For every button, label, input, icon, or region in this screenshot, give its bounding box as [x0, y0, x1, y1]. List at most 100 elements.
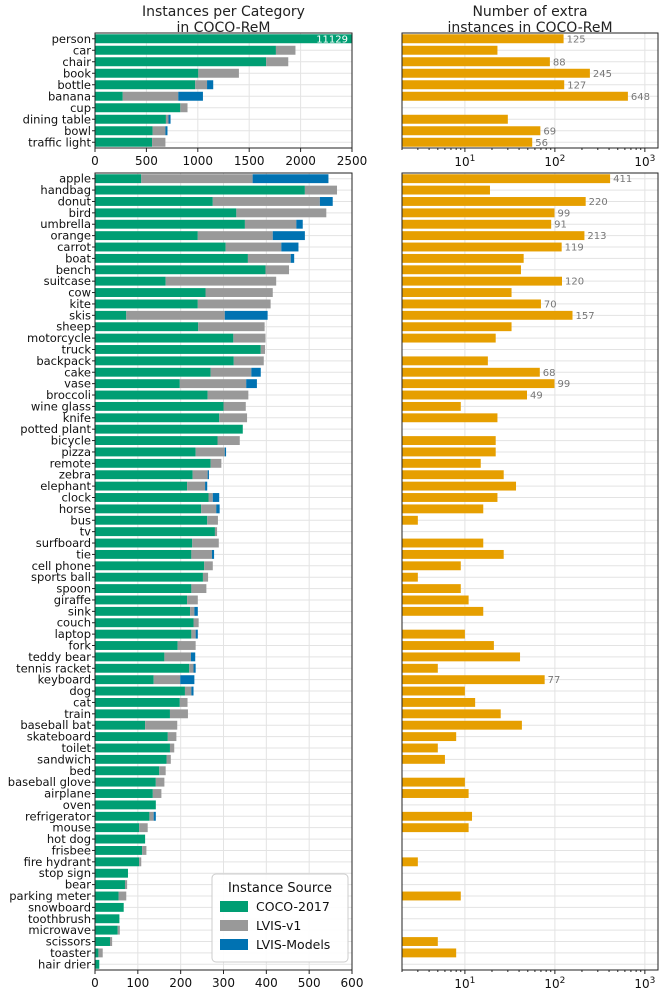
- bar-lvis-v1-orange: [197, 231, 273, 241]
- category-label-hair-drier: hair drier: [38, 957, 91, 971]
- bar-extra-refrigerator: [402, 811, 473, 821]
- bar-coco-2017-remote: [95, 458, 211, 468]
- bar-coco-2017-baseball-bat: [95, 720, 146, 730]
- bar-coco-2017-oven: [95, 800, 156, 810]
- bar-lvis-v1-skateboard: [167, 732, 177, 742]
- bar-coco-2017-sheep: [95, 322, 199, 332]
- bar-extra-zebra: [402, 470, 504, 480]
- bar-coco-2017-bear: [95, 880, 125, 890]
- category-label-toilet: toilet: [61, 741, 91, 755]
- category-label-suitcase: suitcase: [44, 274, 91, 288]
- bar-lvis-models-skis: [224, 310, 268, 320]
- bar-lvis-v1-knife: [219, 413, 248, 423]
- x-tick-label: 500: [298, 976, 321, 990]
- bar-extra-laptop: [402, 629, 465, 639]
- category-label-train: train: [64, 707, 91, 721]
- bar-coco-2017-dog: [95, 686, 185, 696]
- extra-label-traffic-light: 56: [535, 138, 548, 149]
- tick-exponent: 1: [470, 154, 476, 164]
- x-tick-label: 2500: [337, 154, 368, 168]
- category-label-bear: bear: [65, 878, 91, 892]
- bar-coco-2017-giraffe: [95, 595, 188, 605]
- category-label-airplane: airplane: [44, 787, 91, 801]
- bar-coco-2017-traffic-light: [95, 137, 153, 147]
- bar-lvis-v1-bottle: [195, 80, 208, 90]
- category-label-mouse: mouse: [52, 821, 91, 835]
- category-label-tv: tv: [80, 525, 92, 539]
- bar-lvis-v1-giraffe: [187, 595, 198, 605]
- bar-extra-cake: [402, 367, 540, 377]
- bar-extra-bench: [402, 265, 521, 275]
- bar-lvis-v1-bird: [236, 208, 327, 218]
- bar-coco-2017-umbrella: [95, 219, 245, 229]
- bar-coco-2017-bird: [95, 208, 237, 218]
- bar-extra-bus: [402, 515, 418, 525]
- bar-coco-2017-couch: [95, 618, 194, 628]
- category-label-truck: truck: [61, 342, 91, 356]
- bar-lvis-v1-airplane: [152, 789, 162, 798]
- extra-label-banana: 648: [631, 92, 650, 103]
- bar-coco-2017-person: [95, 34, 352, 44]
- category-label-kite: kite: [70, 297, 91, 311]
- category-label-fork: fork: [69, 639, 92, 653]
- bar-extra-cat: [402, 697, 476, 707]
- category-label-traffic-light: traffic light: [28, 135, 91, 149]
- bar-lvis-v1-clock: [208, 493, 213, 502]
- bar-extra-airplane: [402, 789, 469, 798]
- bar-extra-fire-hydrant: [402, 857, 418, 867]
- extra-label-broccoli: 49: [530, 391, 543, 402]
- category-label-wine-glass: wine glass: [31, 399, 91, 413]
- bar-coco-2017-baseball-glove: [95, 777, 156, 787]
- x-tick-label: 2000: [285, 154, 316, 168]
- bar-lvis-v1-broccoli: [207, 390, 249, 400]
- bar-extra-sandwich: [402, 754, 445, 764]
- bar-extra-teddy-bear: [402, 652, 521, 662]
- bar-extra-spoon: [402, 584, 461, 594]
- category-label-keyboard: keyboard: [38, 673, 91, 687]
- bar-coco-2017-train: [95, 709, 170, 719]
- bar-lvis-v1-bed: [159, 766, 166, 776]
- bar-coco-2017-chair: [95, 57, 267, 67]
- extra-label-cake: 68: [543, 368, 556, 379]
- category-label-hot-dog: hot dog: [47, 832, 91, 846]
- bar-coco-2017-zebra: [95, 470, 193, 480]
- bar-coco-2017-wine-glass: [95, 401, 224, 411]
- bar-lvis-models-cake: [251, 367, 261, 377]
- extra-label-person: 125: [567, 34, 586, 45]
- bar-coco-2017-frisbee: [95, 846, 143, 855]
- category-label-banana: banana: [48, 89, 91, 103]
- category-label-person: person: [52, 32, 91, 46]
- bar-lvis-models-elephant: [205, 481, 208, 491]
- bar-lvis-v1-carrot: [225, 242, 282, 252]
- bar-coco-2017-cow: [95, 288, 206, 297]
- bar-extra-tennis-racket: [402, 663, 438, 673]
- bar-lvis-v1-zebra: [192, 470, 208, 480]
- bar-extra-tie: [402, 549, 504, 559]
- category-label-dog: dog: [69, 684, 91, 698]
- bar-lvis-models-tie: [211, 549, 215, 559]
- category-label-giraffe: giraffe: [54, 593, 91, 607]
- bar-lvis-v1-train: [169, 709, 188, 719]
- bar-coco-2017-apple: [95, 174, 142, 184]
- bar-coco-2017-toothbrush: [95, 914, 120, 924]
- bar-coco-2017-boat: [95, 253, 248, 263]
- legend-label-coco-2017: COCO-2017: [256, 899, 330, 914]
- bar-extra-bottle: [402, 80, 565, 90]
- bar-lvis-v1-suitcase: [165, 276, 277, 286]
- category-label-broccoli: broccoli: [46, 388, 91, 402]
- bar-lvis-v1-cell-phone: [204, 561, 213, 571]
- extra-label-bird: 99: [557, 208, 570, 219]
- bar-coco-2017-backpack: [95, 356, 234, 366]
- bar-lvis-models-tennis-racket: [193, 663, 196, 673]
- bar-lvis-v1-spoon: [191, 584, 207, 594]
- category-label-tennis-racket: tennis racket: [16, 661, 91, 675]
- bar-extra-handbag: [402, 185, 490, 195]
- category-label-cat: cat: [73, 695, 91, 709]
- bar-extra-remote: [402, 458, 481, 468]
- category-label-car: car: [73, 43, 91, 57]
- category-label-book: book: [63, 66, 91, 80]
- bar-extra-cow: [402, 288, 512, 297]
- bar-extra-skateboard: [402, 732, 457, 742]
- bar-coco-2017-bus: [95, 515, 208, 525]
